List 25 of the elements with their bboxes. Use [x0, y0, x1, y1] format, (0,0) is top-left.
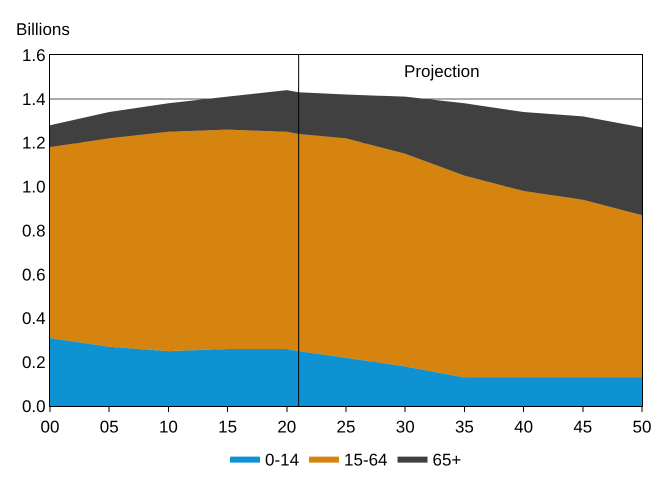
x-tick-label: 15	[218, 417, 238, 436]
y-tick-label: 0.8	[22, 221, 46, 240]
x-tick-label: 10	[158, 417, 178, 436]
annotation: Projection	[404, 62, 480, 81]
x-tick-label: 45	[573, 417, 592, 436]
y-tick-label: 1.6	[22, 46, 46, 65]
y-tick-label: 0.2	[22, 353, 46, 372]
y-tick-label: 0.4	[22, 309, 46, 328]
y-tick-label: 1.0	[22, 178, 46, 197]
x-tick-label: 30	[396, 417, 415, 436]
y-tick-label: 1.2	[22, 134, 46, 153]
y-axis-title: Billions	[16, 20, 70, 39]
x-tick-label: 50	[632, 417, 652, 436]
legend-label: 65+	[432, 450, 462, 470]
legend-label: 15-64	[344, 450, 388, 470]
y-tick-label: 0.6	[22, 265, 46, 284]
x-tick-label: 40	[514, 417, 534, 436]
x-tick-label: 35	[454, 417, 474, 436]
x-tick-label: 00	[40, 417, 60, 436]
x-tick-label: 25	[336, 417, 356, 436]
y-tick-label: 0.0	[22, 396, 46, 416]
x-tick-label: 20	[277, 417, 296, 436]
legend-label: 0-14	[265, 450, 300, 470]
x-tick-label: 05	[100, 417, 119, 436]
y-tick-label: 1.4	[22, 90, 46, 109]
